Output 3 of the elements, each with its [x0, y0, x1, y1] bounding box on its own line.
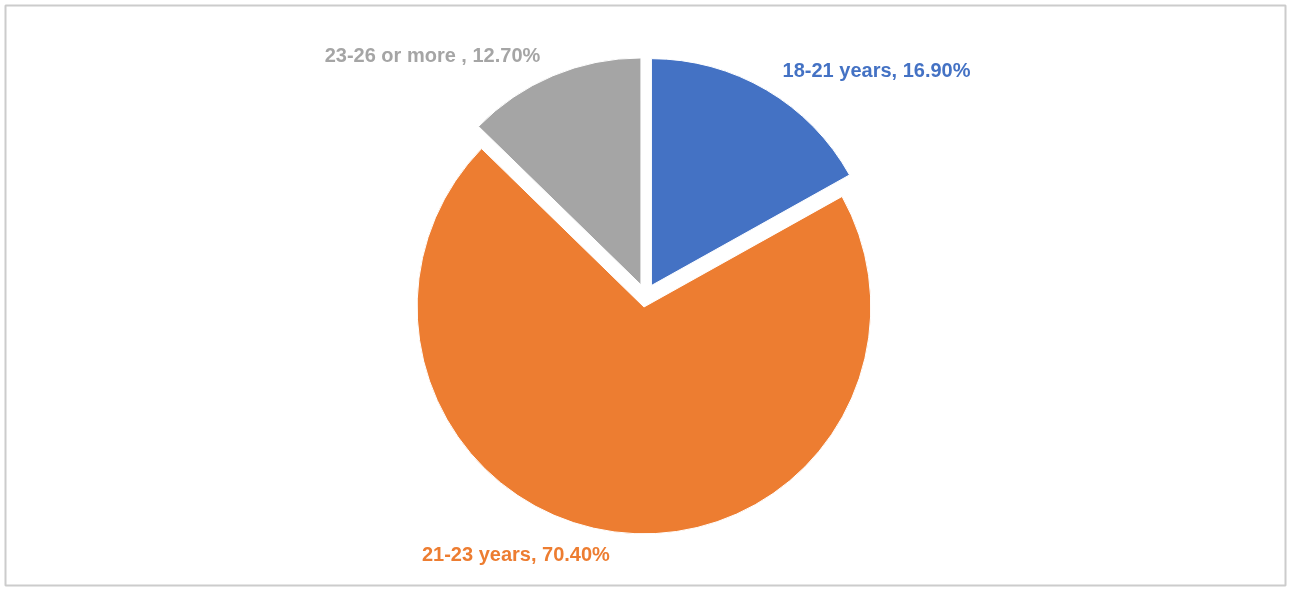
slice-label: 18-21 years, 16.90% — [782, 59, 971, 82]
slice-label: 21-23 years, 70.40% — [421, 543, 611, 566]
slice-label: 23-26 or more , 12.70% — [324, 44, 541, 66]
